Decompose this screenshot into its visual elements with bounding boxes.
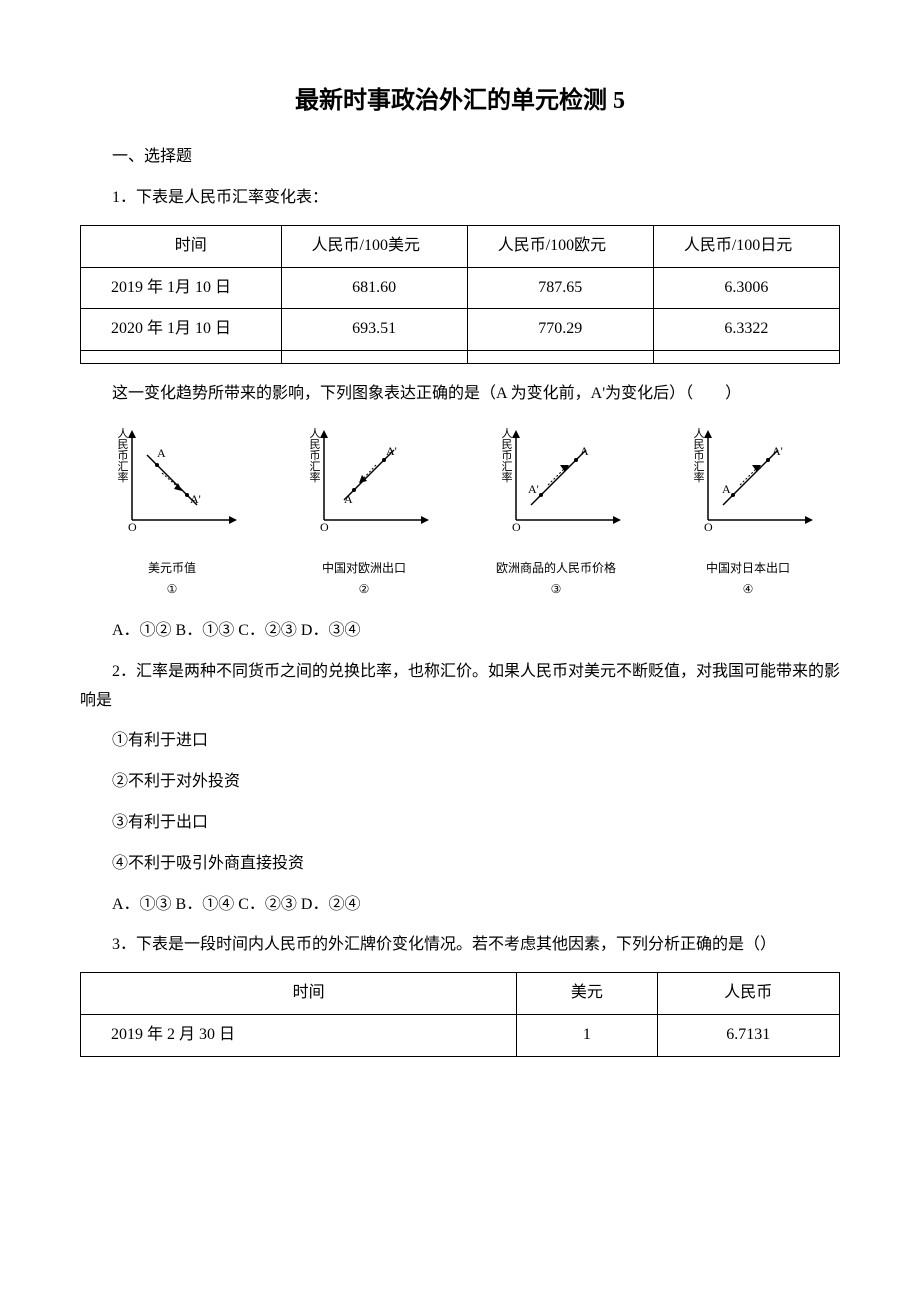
table-cell: 6.3006 (653, 267, 839, 309)
q3-table: 时间 美元 人民币 2019 年 2 月 30 日 1 6.7131 (80, 972, 840, 1057)
q1-table: 时间 人民币/100美元 人民币/100欧元 人民币/100日元 2019 年 … (80, 225, 840, 364)
svg-text:O: O (512, 520, 521, 534)
table-row: 2020 年 1月 10 日 693.51 770.29 6.3322 (81, 309, 840, 351)
svg-text:A': A' (772, 444, 783, 458)
table-header: 人民币/100欧元 (467, 225, 653, 267)
table-row (81, 351, 840, 364)
chart-svg-2: 人民币汇率 O A' A (272, 425, 456, 545)
q2-item-4: ④不利于吸引外商直接投资 (80, 850, 840, 879)
table-cell: 770.29 (467, 309, 653, 351)
table-header: 时间 (81, 973, 517, 1015)
svg-text:人民币汇率: 人民币汇率 (692, 427, 705, 483)
chart-xlabel: 中国对日本出口 (656, 558, 840, 580)
table-cell: 6.3322 (653, 309, 839, 351)
svg-text:A: A (722, 482, 731, 496)
page-title: 最新时事政治外汇的单元检测 5 (80, 80, 840, 123)
q2-item-3: ③有利于出口 (80, 809, 840, 838)
chart-svg-3: 人民币汇率 O A' A (464, 425, 648, 545)
table-row: 时间 人民币/100美元 人民币/100欧元 人民币/100日元 (81, 225, 840, 267)
q2-item-2: ②不利于对外投资 (80, 768, 840, 797)
table-header: 人民币 (657, 973, 840, 1015)
table-cell: 681.60 (281, 267, 467, 309)
q2-options: A．①③ B．①④ C．②③ D．②④ (80, 891, 840, 920)
svg-text:A: A (580, 444, 589, 458)
chart-number: ④ (656, 579, 840, 601)
q1-options: A．①② B．①③ C．②③ D．③④ (80, 617, 840, 646)
charts-row: 人民币汇率 O A A' 美元币值 ① 人民币汇率 O (80, 425, 840, 601)
chart-svg-4: 人民币汇率 O A A' (656, 425, 840, 545)
chart-1: 人民币汇率 O A A' 美元币值 ① (80, 425, 264, 601)
chart-3: 人民币汇率 O A' A 欧洲商品的人民币价格 ③ (464, 425, 648, 601)
table-cell: 6.7131 (657, 1014, 840, 1056)
chart-xlabel: 中国对欧洲出口 (272, 558, 456, 580)
svg-text:A': A' (528, 482, 539, 496)
svg-text:A': A' (190, 492, 201, 506)
svg-text:O: O (704, 520, 713, 534)
table-header: 人民币/100日元 (653, 225, 839, 267)
table-cell: 787.65 (467, 267, 653, 309)
chart-number: ① (80, 579, 264, 601)
chart-xlabel: 欧洲商品的人民币价格 (464, 558, 648, 580)
chart-2: 人民币汇率 O A' A 中国对欧洲出口 ② (272, 425, 456, 601)
svg-text:A: A (157, 446, 166, 460)
q1-text: 1．下表是人民币汇率变化表： (80, 184, 840, 213)
chart-number: ② (272, 579, 456, 601)
svg-text:人民币汇率: 人民币汇率 (500, 427, 513, 483)
svg-text:人民币汇率: 人民币汇率 (116, 427, 129, 483)
q2-item-1: ①有利于进口 (80, 727, 840, 756)
table-header: 时间 (81, 225, 282, 267)
table-cell (467, 351, 653, 364)
table-cell: 693.51 (281, 309, 467, 351)
table-cell: 2020 年 1月 10 日 (81, 309, 282, 351)
svg-text:O: O (320, 520, 329, 534)
chart-4: 人民币汇率 O A A' 中国对日本出口 ④ (656, 425, 840, 601)
section-heading: 一、选择题 (80, 143, 840, 172)
chart-xlabel: 美元币值 (80, 558, 264, 580)
svg-text:O: O (128, 520, 137, 534)
table-row: 时间 美元 人民币 (81, 973, 840, 1015)
table-cell: 2019 年 2 月 30 日 (81, 1014, 517, 1056)
chart-number: ③ (464, 579, 648, 601)
chart-svg-1: 人民币汇率 O A A' (80, 425, 264, 545)
svg-text:A': A' (386, 444, 397, 458)
table-row: 2019 年 1月 10 日 681.60 787.65 6.3006 (81, 267, 840, 309)
table-row: 2019 年 2 月 30 日 1 6.7131 (81, 1014, 840, 1056)
svg-text:A: A (344, 492, 353, 506)
table-header: 美元 (517, 973, 657, 1015)
q2-text: 2．汇率是两种不同货币之间的兑换比率，也称汇价。如果人民币对美元不断贬值，对我国… (80, 658, 840, 716)
table-cell (81, 351, 282, 364)
table-cell (653, 351, 839, 364)
svg-text:人民币汇率: 人民币汇率 (308, 427, 321, 483)
table-cell (281, 351, 467, 364)
table-header: 人民币/100美元 (281, 225, 467, 267)
q1-followup: 这一变化趋势所带来的影响，下列图象表达正确的是（A 为变化前，A'为变化后）（ … (80, 380, 840, 409)
q3-text: 3．下表是一段时间内人民币的外汇牌价变化情况。若不考虑其他因素，下列分析正确的是… (80, 931, 840, 960)
table-cell: 2019 年 1月 10 日 (81, 267, 282, 309)
content-wrapper: 最新时事政治外汇的单元检测 5 一、选择题 1．下表是人民币汇率变化表： 时间 … (80, 80, 840, 1057)
table-cell: 1 (517, 1014, 657, 1056)
